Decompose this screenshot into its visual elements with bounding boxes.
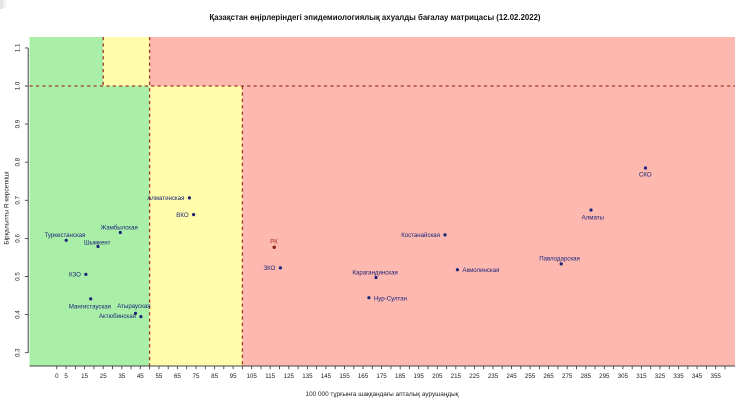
svg-text:225: 225 bbox=[469, 373, 480, 380]
svg-text:Нур-Султан: Нур-Султан bbox=[374, 296, 407, 303]
svg-text:145: 145 bbox=[321, 373, 332, 380]
svg-text:0.9: 0.9 bbox=[15, 119, 22, 128]
svg-text:25: 25 bbox=[100, 373, 107, 380]
svg-text:305: 305 bbox=[618, 373, 629, 380]
svg-text:185: 185 bbox=[395, 373, 406, 380]
svg-text:РК: РК bbox=[270, 238, 278, 245]
svg-text:45: 45 bbox=[137, 373, 144, 380]
svg-text:1.1: 1.1 bbox=[15, 43, 22, 52]
svg-text:0.5: 0.5 bbox=[15, 272, 22, 281]
svg-text:125: 125 bbox=[284, 373, 295, 380]
svg-text:85: 85 bbox=[211, 373, 218, 380]
svg-text:355: 355 bbox=[711, 373, 722, 380]
svg-text:65: 65 bbox=[174, 373, 181, 380]
svg-text:35: 35 bbox=[118, 373, 125, 380]
svg-text:Акмолинская: Акмолинская bbox=[462, 267, 499, 274]
svg-text:105: 105 bbox=[247, 373, 258, 380]
svg-text:285: 285 bbox=[581, 373, 592, 380]
svg-text:0: 0 bbox=[55, 373, 59, 380]
svg-text:Атырауская: Атырауская bbox=[117, 303, 150, 310]
svg-text:75: 75 bbox=[193, 373, 200, 380]
svg-text:Бірқалыпты R көрсеткіші: Бірқалыпты R көрсеткіші bbox=[3, 171, 11, 244]
svg-text:175: 175 bbox=[376, 373, 387, 380]
svg-text:335: 335 bbox=[673, 373, 684, 380]
svg-text:315: 315 bbox=[636, 373, 647, 380]
svg-text:Мангистауская: Мангистауская bbox=[69, 303, 111, 310]
svg-text:0.6: 0.6 bbox=[15, 234, 22, 243]
svg-text:55: 55 bbox=[155, 373, 162, 380]
svg-text:Шымкент: Шымкент bbox=[84, 239, 111, 246]
svg-text:295: 295 bbox=[599, 373, 610, 380]
svg-text:95: 95 bbox=[230, 373, 237, 380]
svg-text:Актюбинская: Актюбинская bbox=[99, 313, 136, 320]
svg-text:275: 275 bbox=[562, 373, 573, 380]
svg-text:5: 5 bbox=[64, 373, 68, 380]
svg-text:Алматы: Алматы bbox=[582, 214, 604, 221]
svg-text:Жамбылская: Жамбылская bbox=[101, 224, 138, 231]
svg-text:КЗО: КЗО bbox=[69, 272, 81, 279]
svg-text:165: 165 bbox=[358, 373, 369, 380]
svg-text:Туркестанская: Туркестанская bbox=[45, 232, 86, 239]
svg-text:345: 345 bbox=[692, 373, 703, 380]
svg-text:Карагандинская: Карагандинская bbox=[352, 269, 397, 276]
svg-text:195: 195 bbox=[414, 373, 425, 380]
svg-text:215: 215 bbox=[451, 373, 462, 380]
svg-text:115: 115 bbox=[265, 373, 275, 380]
svg-text:Павлодарская: Павлодарская bbox=[539, 256, 580, 263]
svg-text:1.0: 1.0 bbox=[15, 81, 22, 90]
svg-text:Костанайская: Костанайская bbox=[401, 232, 440, 239]
svg-text:265: 265 bbox=[543, 373, 554, 380]
svg-text:Алматинская: Алматинская bbox=[147, 195, 184, 202]
svg-text:0.4: 0.4 bbox=[15, 310, 22, 319]
svg-text:0.7: 0.7 bbox=[15, 195, 22, 204]
svg-text:ЗКО: ЗКО bbox=[263, 265, 275, 272]
svg-text:325: 325 bbox=[655, 373, 666, 380]
svg-text:205: 205 bbox=[432, 373, 443, 380]
svg-text:СКО: СКО bbox=[639, 172, 652, 179]
svg-text:255: 255 bbox=[525, 373, 536, 380]
svg-text:155: 155 bbox=[339, 373, 350, 380]
svg-text:Қазақстан өңірлеріндегі эпидем: Қазақстан өңірлеріндегі эпидемиологиялық… bbox=[209, 13, 540, 22]
svg-text:235: 235 bbox=[488, 373, 499, 380]
svg-text:135: 135 bbox=[302, 373, 313, 380]
svg-text:100 000 тұрғынға шаққандағы ап: 100 000 тұрғынға шаққандағы апталық ауру… bbox=[306, 391, 459, 398]
svg-text:0.8: 0.8 bbox=[15, 157, 22, 166]
svg-text:15: 15 bbox=[81, 373, 88, 380]
svg-text:0.3: 0.3 bbox=[15, 348, 22, 357]
svg-text:ВКО: ВКО bbox=[176, 212, 189, 219]
svg-text:245: 245 bbox=[506, 373, 517, 380]
